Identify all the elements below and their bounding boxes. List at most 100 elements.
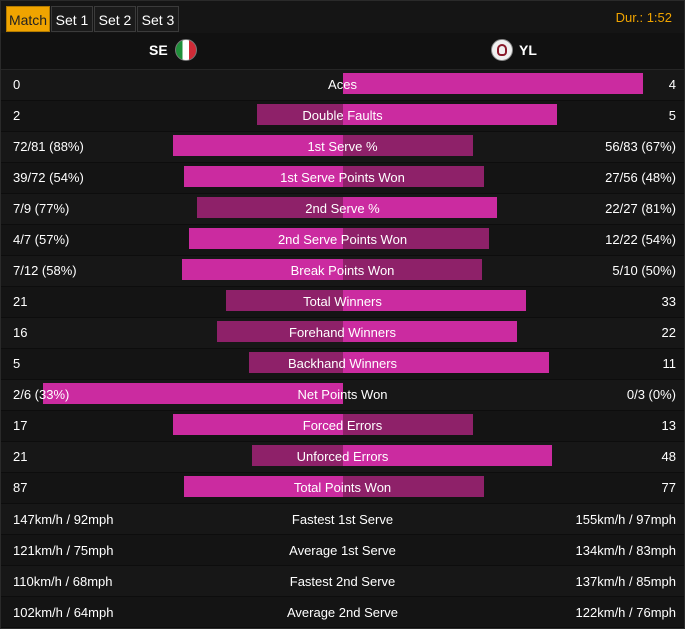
left-stat-value: 0 (13, 77, 21, 92)
tab-set-3[interactable]: Set 3 (137, 6, 179, 32)
left-stat-bar (226, 290, 343, 311)
left-stat-value: 102km/h / 64mph (13, 605, 114, 620)
right-stat-bar (343, 104, 558, 125)
stat-label: Total Points Won (293, 480, 392, 495)
left-stat-bar (173, 414, 343, 435)
stat-row: 16 Forehand Winners 22 (1, 318, 684, 348)
stat-row: 4/7 (57%) 2nd Serve Points Won 12/22 (54%) (1, 225, 684, 255)
match-duration: Dur.: 1:52 (615, 10, 672, 25)
right-stat-value: 48 (661, 449, 676, 464)
stat-label: Net Points Won (297, 387, 388, 402)
stat-label: Forced Errors (302, 418, 383, 433)
stat-row: 87 Total Points Won 77 (1, 473, 684, 503)
stat-row: 110km/h / 68mph Fastest 2nd Serve 137km/h … (1, 566, 684, 596)
stat-row: 21 Unforced Errors 48 (1, 442, 684, 472)
right-stat-bar (343, 197, 497, 218)
tab-match[interactable]: Match (6, 6, 50, 32)
left-stat-value: 17 (13, 418, 28, 433)
right-stat-bar (343, 228, 489, 249)
right-stat-value: 12/22 (54%) (605, 232, 676, 247)
left-stat-bar (249, 352, 343, 373)
tab-set-1[interactable]: Set 1 (51, 6, 93, 32)
left-stat-bar (43, 383, 343, 404)
stat-label: Fastest 1st Serve (291, 512, 394, 527)
left-stat-value: 21 (13, 294, 28, 309)
right-stat-bar (343, 414, 473, 435)
stat-label: 1st Serve Points Won (280, 170, 405, 185)
right-stat-value: 122km/h / 76mph (575, 605, 676, 620)
left-stat-value: 72/81 (88%) (13, 139, 84, 154)
left-stat-value: 147km/h / 92mph (13, 512, 114, 527)
left-stat-value: 4/7 (57%) (13, 232, 70, 247)
stat-row: 17 Forced Errors 13 (1, 411, 684, 441)
stat-label: Break Points Won (290, 263, 395, 278)
right-stat-value: 137km/h / 85mph (575, 574, 676, 589)
stat-label: Double Faults (302, 108, 383, 123)
stat-label: 2nd Serve Points Won (277, 232, 408, 247)
stat-label: Fastest 2nd Serve (289, 574, 396, 589)
right-stat-value: 27/56 (48%) (605, 170, 676, 185)
right-stat-bar (343, 259, 482, 280)
left-stat-value: 2 (13, 108, 21, 123)
right-stat-value: 22 (661, 325, 676, 340)
stat-row: 39/72 (54%) 1st Serve Points Won 27/56 (48… (1, 163, 684, 193)
tab-bar: Match Set 1 Set 2 Set 3 Dur.: 1:52 (1, 1, 684, 33)
left-stat-value: 110km/h / 68mph (13, 574, 113, 589)
right-stat-bar (343, 290, 527, 311)
right-stat-value: 5/10 (50%) (612, 263, 676, 278)
right-stat-bar (343, 73, 643, 94)
right-stat-value: 13 (661, 418, 676, 433)
stat-label: 1st Serve % (307, 139, 378, 154)
left-stat-bar (216, 321, 343, 342)
right-stat-bar (343, 166, 485, 187)
italy-flag-icon (175, 39, 197, 61)
left-stat-bar (172, 135, 343, 156)
stat-row: 7/9 (77%) 2nd Serve % 22/27 (81%) (1, 194, 684, 224)
left-stat-bar (181, 259, 343, 280)
right-stat-bar (343, 135, 473, 156)
right-stat-value: 4 (668, 77, 676, 92)
right-stat-value: 5 (668, 108, 676, 123)
stat-row: 21 Total Winners 33 (1, 287, 684, 317)
left-stat-value: 2/6 (33%) (13, 387, 70, 402)
stat-label: Forehand Winners (289, 325, 396, 340)
stat-label: Backhand Winners (287, 356, 398, 371)
right-stat-bar (343, 476, 484, 497)
left-stat-bar (196, 197, 343, 218)
stat-row: 72/81 (88%) 1st Serve % 56/83 (67%) (1, 132, 684, 162)
left-stat-value: 16 (13, 325, 28, 340)
left-stat-value: 121km/h / 75mph (13, 543, 114, 558)
right-stat-bar (343, 445, 552, 466)
stat-label: 2nd Serve % (305, 201, 380, 216)
tab-set-2[interactable]: Set 2 (94, 6, 136, 32)
left-stat-value: 7/12 (58%) (13, 263, 77, 278)
stat-row: 2/6 (33%) Net Points Won 0/3 (0%) (1, 380, 684, 410)
left-stat-value: 21 (13, 449, 28, 464)
stat-row: 0 Aces 4 (1, 70, 684, 100)
left-stat-bar (188, 228, 343, 249)
stat-label: Aces (328, 77, 357, 92)
stat-row: 5 Backhand Winners 11 (1, 349, 684, 379)
stat-row: 2 Double Faults 5 (1, 101, 684, 131)
left-stat-value: 87 (13, 480, 28, 495)
right-stat-value: 0/3 (0%) (626, 387, 676, 402)
right-stat-value: 155km/h / 97mph (575, 512, 676, 527)
left-stat-value: 39/72 (54%) (13, 170, 84, 185)
left-stat-bar (184, 166, 343, 187)
right-stat-bar (343, 352, 550, 373)
player-left-name: SE (149, 42, 168, 58)
stat-label: Total Winners (303, 294, 382, 309)
left-stat-bar (183, 476, 343, 497)
stat-row: 102km/h / 64mph Average 2nd Serve 122km/h … (1, 597, 684, 627)
stat-row: 147km/h / 92mph Fastest 1st Serve 155km/h … (1, 504, 684, 534)
right-stat-value: 33 (661, 294, 676, 309)
left-stat-value: 5 (13, 356, 21, 371)
stat-row: 7/12 (58%) Break Points Won 5/10 (50%) (1, 256, 684, 286)
player-right-name: YL (519, 42, 537, 58)
stat-label: Average 2nd Serve (286, 605, 399, 620)
left-stat-bar (251, 445, 343, 466)
stats-table: 0 Aces 4 2 Double Faults 5 72/81 (88%) 1st Serv… (1, 70, 684, 628)
left-stat-value: 7/9 (77%) (13, 201, 70, 216)
players-header: SE YL (1, 33, 684, 70)
